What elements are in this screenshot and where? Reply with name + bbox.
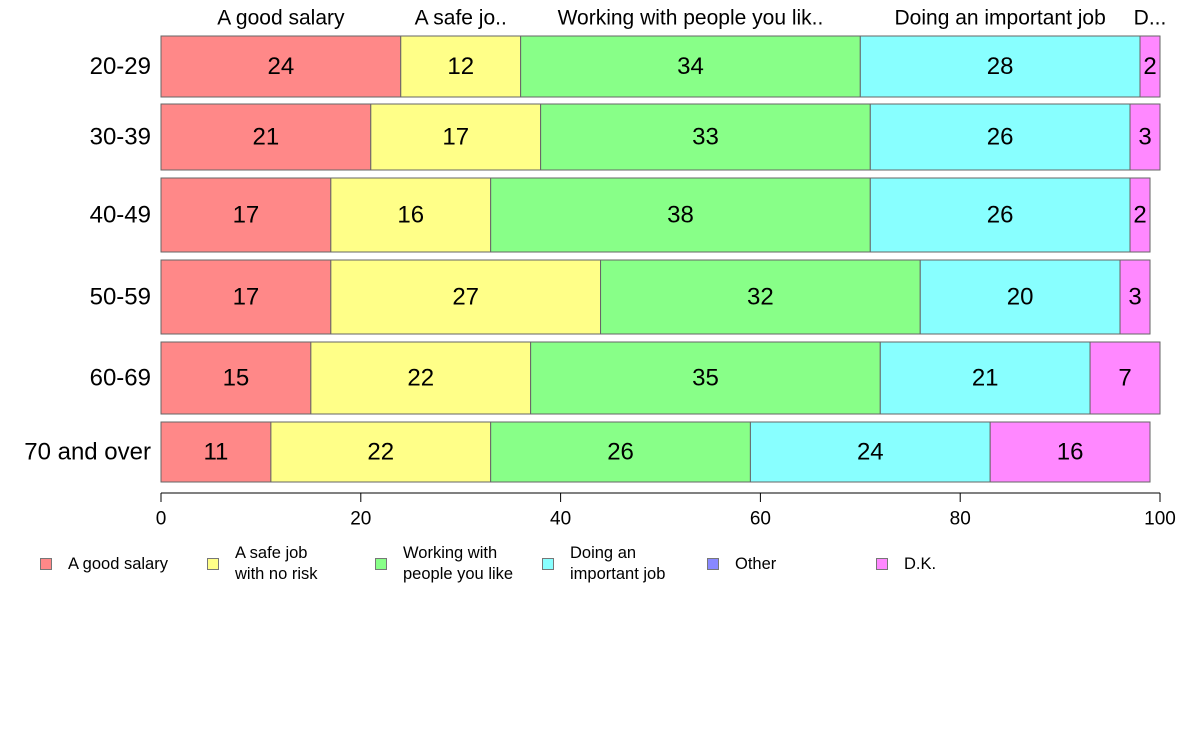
legend-item: Other	[707, 540, 776, 588]
legend-item: Doing an important job	[542, 540, 665, 588]
bar-value-label: 21	[253, 124, 280, 151]
bar-segment	[1119, 259, 1151, 335]
bar-segment	[520, 35, 861, 98]
bar-segment	[1129, 103, 1161, 171]
category-label: 70 and over	[24, 439, 151, 466]
bar-value-label: 2	[1143, 53, 1156, 80]
category-label: 50-59	[90, 284, 151, 311]
bar-value-label: 26	[607, 439, 634, 466]
bar-value-label: 26	[987, 124, 1014, 151]
category-label: 60-69	[90, 365, 151, 392]
bar-segment	[540, 103, 871, 171]
bar-segment	[919, 259, 1121, 335]
bar-segment	[310, 341, 532, 415]
bar-value-label: 11	[203, 439, 228, 466]
legend-item: Working with people you like	[375, 540, 513, 588]
bar-segment	[749, 421, 991, 483]
bar-value-label: 7	[1118, 365, 1131, 392]
series-top-label: Working with people you lik..	[558, 7, 824, 30]
bar-value-label: 26	[987, 202, 1014, 229]
legend-label: D.K.	[904, 554, 937, 573]
x-tick-label: 80	[950, 509, 971, 530]
chart-legend: A good salary A safe job with no risk Work…	[40, 540, 1180, 590]
x-tick-label: 60	[750, 509, 771, 530]
stacked-bar-chart: 24 12 34 28 2 20-29 21 17 33 26 3 30-39 17 16 38 26 2 40-…	[24, 7, 1176, 530]
bar-value-label: 17	[233, 284, 260, 311]
legend-swatch	[207, 558, 219, 570]
legend-label: Other	[735, 554, 777, 573]
bar-value-label: 17	[442, 124, 469, 151]
bar-segment	[869, 177, 1131, 253]
legend-label: Working with people you like	[403, 544, 514, 583]
legend-label: Doing an important job	[570, 544, 666, 583]
bar-segment	[270, 421, 492, 483]
legend-item: A safe job with no risk	[207, 540, 318, 588]
legend-label: A safe job with no risk	[235, 544, 318, 583]
legend-label: A good salary	[68, 554, 168, 573]
bar-segment	[490, 177, 871, 253]
legend-item: D.K.	[876, 540, 936, 588]
bar-segment	[490, 421, 751, 483]
category-label: 40-49	[90, 202, 151, 229]
bar-segment	[160, 177, 332, 253]
bar-segment	[1129, 177, 1151, 253]
bar-value-label: 33	[692, 124, 719, 151]
bar-segment	[400, 35, 522, 98]
bar-segment	[869, 103, 1131, 171]
bar-value-label: 24	[268, 53, 295, 80]
bar-value-label: 3	[1138, 124, 1151, 151]
bar-value-label: 32	[747, 284, 774, 311]
bar-value-label: 34	[677, 53, 704, 80]
bar-segment	[160, 35, 402, 98]
bar-value-label: 35	[692, 365, 719, 392]
bar-segment	[1139, 35, 1161, 98]
bar-segment	[160, 103, 372, 171]
bar-value-label: 15	[223, 365, 250, 392]
series-top-label: D...	[1134, 7, 1167, 30]
bar-segment	[370, 103, 542, 171]
series-top-label: A safe jo..	[415, 7, 507, 30]
bar-value-label: 16	[397, 202, 424, 229]
bar-value-label: 2	[1133, 202, 1146, 229]
x-tick-label: 100	[1144, 509, 1176, 530]
bar-segment	[859, 35, 1141, 98]
bar-value-label: 24	[857, 439, 884, 466]
bar-value-label: 17	[233, 202, 260, 229]
bar-value-label: 38	[667, 202, 694, 229]
legend-swatch	[542, 558, 554, 570]
bar-segment	[160, 259, 332, 335]
legend-swatch	[375, 558, 387, 570]
x-tick-label: 20	[350, 509, 371, 530]
bar-segment	[330, 177, 492, 253]
bar-value-label: 27	[452, 284, 479, 311]
bar-value-label: 16	[1057, 439, 1084, 466]
legend-swatch	[876, 558, 888, 570]
bar-value-label: 12	[447, 53, 474, 80]
x-tick-label: 0	[156, 509, 167, 530]
category-label: 20-29	[90, 53, 151, 80]
legend-item: A good salary	[40, 540, 168, 588]
bar-segment	[530, 341, 881, 415]
bar-value-label: 3	[1128, 284, 1141, 311]
bar-segment	[160, 421, 272, 483]
bar-value-label: 28	[987, 53, 1014, 80]
series-top-label: A good salary	[217, 7, 345, 30]
bar-segment	[989, 421, 1151, 483]
bar-value-label: 22	[407, 365, 434, 392]
x-tick-label: 40	[550, 509, 571, 530]
legend-swatch	[40, 558, 52, 570]
category-label: 30-39	[90, 124, 151, 151]
bar-segment	[1089, 341, 1161, 415]
bar-value-label: 22	[367, 439, 394, 466]
bar-value-label: 21	[972, 365, 999, 392]
legend-swatch	[707, 558, 719, 570]
bar-value-label: 20	[1007, 284, 1034, 311]
series-top-label: Doing an important job	[895, 7, 1106, 30]
